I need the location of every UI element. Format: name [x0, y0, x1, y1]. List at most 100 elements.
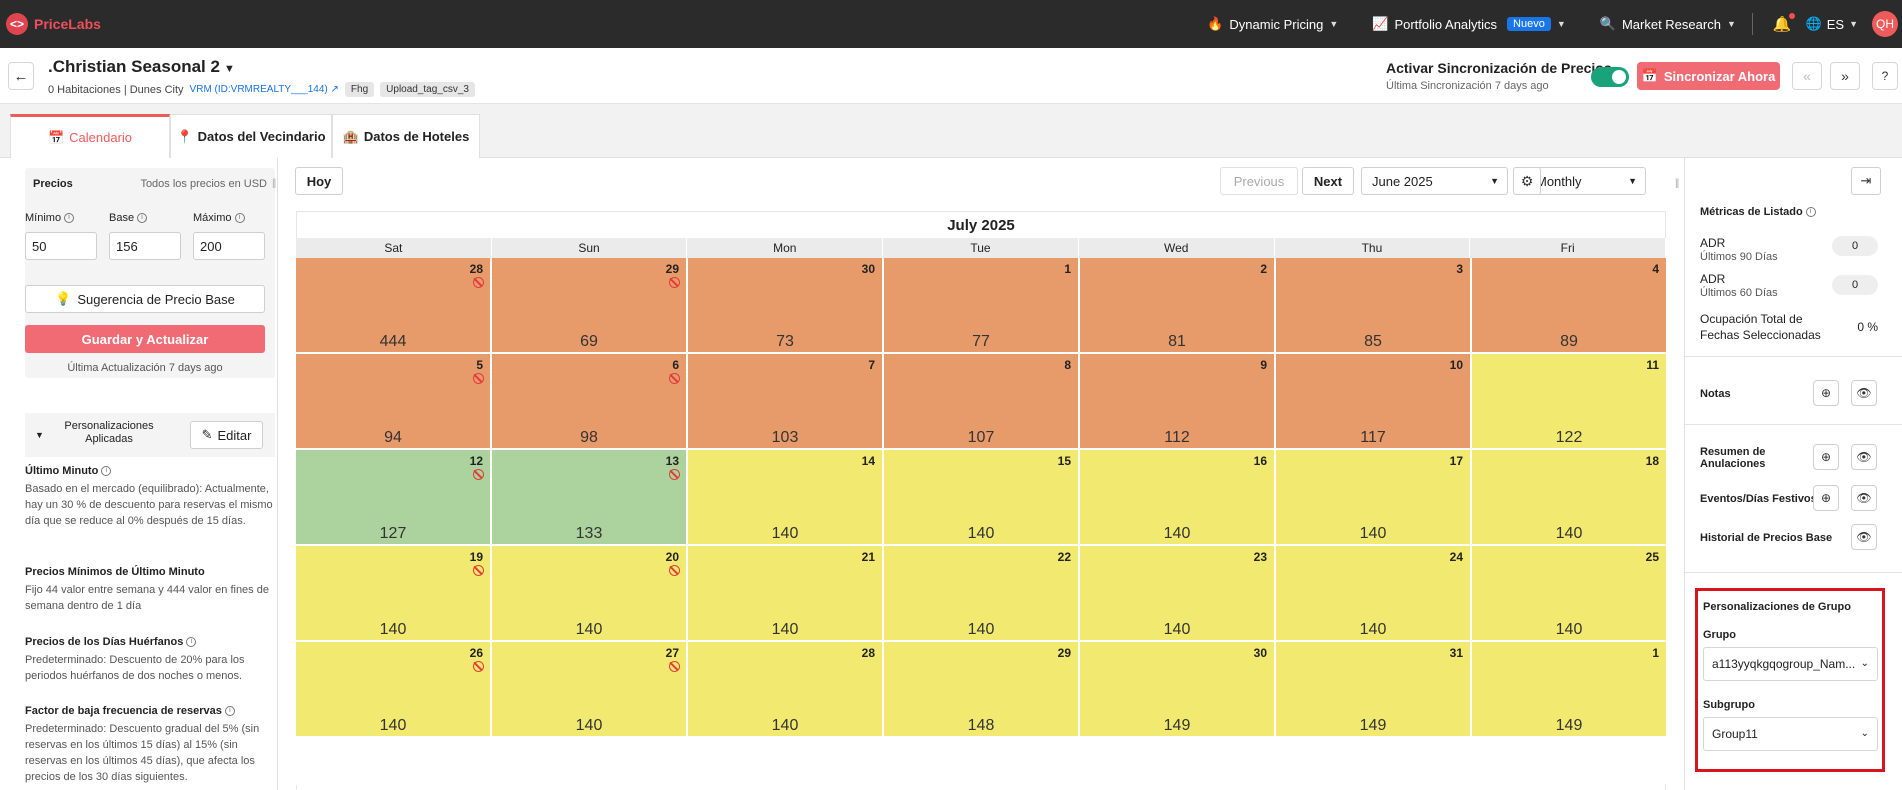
calendar-day-cell[interactable]: 1 149	[1472, 642, 1666, 736]
chevron-down-icon: ⌄	[1860, 728, 1869, 739]
calendar-day-cell[interactable]: 9 112	[1080, 354, 1274, 448]
language-selector[interactable]: 🌐 ES ▼	[1806, 16, 1858, 32]
previous-button[interactable]: Previous	[1220, 167, 1298, 195]
user-avatar[interactable]: QH	[1872, 11, 1898, 37]
customizations-header: ▼ Personalizaciones Aplicadas ✎ Editar	[25, 413, 275, 457]
view-base-history-button[interactable]: 👁	[1851, 524, 1877, 550]
min-price-input[interactable]: 50	[25, 232, 97, 260]
add-note-button[interactable]: ⊕	[1813, 380, 1839, 406]
tab-vecindario[interactable]: 📍 Datos del Vecindario	[170, 114, 332, 158]
tab-hoteles[interactable]: 🏨 Datos de Hoteles	[332, 114, 480, 158]
calendar-day-cell[interactable]: 15 140	[884, 450, 1078, 544]
listing-title[interactable]: .Christian Seasonal 2 ▼	[48, 57, 235, 77]
info-icon[interactable]: i	[234, 213, 245, 224]
calendar-day-cell[interactable]: 10 117	[1276, 354, 1470, 448]
base-price-input[interactable]: 156	[109, 232, 181, 260]
calendar-day-cell[interactable]: 18 140	[1472, 450, 1666, 544]
calendar-day-cell[interactable]: 2 81	[1080, 258, 1274, 352]
month-select[interactable]: June 2025 ▼	[1361, 167, 1508, 195]
calendar-day-cell[interactable]: 3 85	[1276, 258, 1470, 352]
calendar-day-cell[interactable]: 28 444	[296, 258, 490, 352]
nav-portfolio-analytics[interactable]: 📈 Portfolio Analytics Nuevo ▼	[1372, 16, 1566, 32]
settings-button[interactable]: ⚙	[1513, 167, 1541, 195]
save-and-update-button[interactable]: Guardar y Actualizar	[25, 325, 265, 353]
view-events-button[interactable]: 👁	[1851, 485, 1877, 511]
info-icon[interactable]: i	[101, 466, 112, 477]
calendar-day-cell[interactable]: 16 140	[1080, 450, 1274, 544]
calendar-day-cell[interactable]: 7 103	[688, 354, 882, 448]
calendar-day-cell[interactable]: 21 140	[688, 546, 882, 640]
rule-title-text: Último Minuto	[25, 465, 99, 477]
day-price: 149	[1555, 717, 1583, 734]
calendar-day-cell[interactable]: 27 140	[492, 642, 686, 736]
calendar-day-cell[interactable]: 19 140	[296, 546, 490, 640]
view-notes-button[interactable]: 👁	[1851, 380, 1877, 406]
previous-listing-button[interactable]: «	[1792, 62, 1822, 90]
calendar-day-cell[interactable]: 26 140	[296, 642, 490, 736]
info-icon[interactable]: i	[224, 706, 235, 717]
chevron-down-icon: ▼	[1849, 19, 1858, 29]
calendar-day-cell[interactable]: 5 94	[296, 354, 490, 448]
listing-tag[interactable]: Upload_tag_csv_3	[380, 82, 475, 97]
tab-calendario[interactable]: 📅 Calendario	[10, 114, 170, 158]
today-button[interactable]: Hoy	[295, 167, 343, 195]
rule-title: Precios de los Días Huérfanos i	[25, 636, 275, 648]
calendar-day-cell[interactable]: 30 73	[688, 258, 882, 352]
listing-tag[interactable]: Fhg	[344, 82, 375, 97]
day-number: 29	[1057, 646, 1071, 660]
right-panel: ⇥ Métricas de Listado i ADR Últimos 90 Dí…	[1684, 158, 1902, 790]
calendar-day-cell[interactable]: 14 140	[688, 450, 882, 544]
nav-market-research[interactable]: 🔍 Market Research ▼	[1600, 16, 1736, 32]
calendar-day-cell[interactable]: 11 122	[1472, 354, 1666, 448]
view-cancellations-button[interactable]: 👁	[1851, 444, 1877, 470]
caret-down-icon[interactable]: ▼	[35, 430, 44, 440]
plus-circle-icon: ⊕	[1820, 491, 1832, 505]
view-select[interactable]: Monthly ▼	[1525, 167, 1646, 195]
day-number: 8	[1064, 358, 1071, 372]
calendar-day-cell[interactable]: 22 140	[884, 546, 1078, 640]
flame-icon: 🔥	[1207, 16, 1224, 31]
calendar-day-cell[interactable]: 4 89	[1472, 258, 1666, 352]
calendar-day-cell[interactable]: 28 140	[688, 642, 882, 736]
info-icon[interactable]: i	[137, 213, 148, 224]
add-event-button[interactable]: ⊕	[1813, 485, 1839, 511]
info-icon[interactable]: i	[64, 213, 75, 224]
vrm-link[interactable]: VRM (ID:VRMREALTY___144) ↗	[190, 84, 339, 95]
right-resize-handle[interactable]: ||	[1675, 178, 1679, 189]
next-button[interactable]: Next	[1302, 167, 1354, 195]
calendar-day-cell[interactable]: 31 149	[1276, 642, 1470, 736]
group-select[interactable]: a113yyqkgqogroup_Nam... ⌄	[1703, 647, 1878, 681]
calendar-day-cell[interactable]: 29 148	[884, 642, 1078, 736]
calendar-day-cell[interactable]: 17 140	[1276, 450, 1470, 544]
calendar-day-cell[interactable]: 25 140	[1472, 546, 1666, 640]
calendar-day-cell[interactable]: 24 140	[1276, 546, 1470, 640]
next-listing-button[interactable]: »	[1830, 62, 1860, 90]
edit-customizations-button[interactable]: ✎ Editar	[190, 421, 263, 449]
day-price: 149	[1359, 717, 1387, 734]
subgroup-select[interactable]: Group11 ⌄	[1703, 717, 1878, 751]
logo[interactable]: <> PriceLabs	[6, 13, 101, 35]
calendar-day-cell[interactable]: 20 140	[492, 546, 686, 640]
calendar-day-cell[interactable]: 1 77	[884, 258, 1078, 352]
max-price-input[interactable]: 200	[193, 232, 265, 260]
calendar-day-cell[interactable]: 12 127	[296, 450, 490, 544]
info-icon[interactable]: i	[186, 637, 197, 648]
sync-now-button[interactable]: 📅 Sincronizar Ahora	[1637, 62, 1780, 90]
day-price: 127	[379, 525, 407, 542]
base-price-suggestion-button[interactable]: 💡 Sugerencia de Precio Base	[25, 285, 265, 313]
back-button[interactable]: ←	[8, 62, 34, 90]
sync-toggle[interactable]	[1591, 67, 1629, 87]
calendar-day-cell[interactable]: 8 107	[884, 354, 1078, 448]
left-resize-handle[interactable]: ||	[272, 178, 276, 189]
nav-dynamic-pricing[interactable]: 🔥 Dynamic Pricing ▼	[1207, 16, 1338, 32]
calendar-day-cell[interactable]: 30 149	[1080, 642, 1274, 736]
calendar-day-cell[interactable]: 6 98	[492, 354, 686, 448]
help-button[interactable]: ?	[1872, 62, 1898, 90]
notifications-bell-icon[interactable]: 🔔	[1773, 13, 1795, 33]
collapse-panel-button[interactable]: ⇥	[1851, 167, 1881, 195]
calendar-day-cell[interactable]: 29 69	[492, 258, 686, 352]
info-icon[interactable]: i	[1805, 207, 1816, 218]
calendar-day-cell[interactable]: 13 133	[492, 450, 686, 544]
add-cancellation-button[interactable]: ⊕	[1813, 444, 1839, 470]
calendar-day-cell[interactable]: 23 140	[1080, 546, 1274, 640]
